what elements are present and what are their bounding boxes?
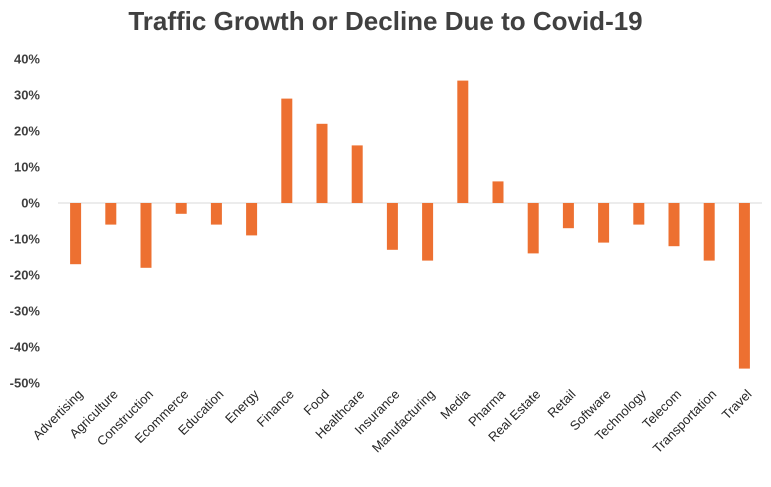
y-tick-label: -10% [10, 232, 41, 247]
x-tick-label: Travel [719, 386, 755, 422]
x-axis-category-labels: AdvertisingAgricultureConstructionEcomme… [30, 386, 755, 456]
bar-transportation [703, 203, 715, 261]
bar-education [210, 203, 222, 225]
x-tick-label: Transportation [650, 387, 720, 457]
bar-software [598, 203, 610, 243]
bar-finance [281, 98, 293, 203]
bar-retail [562, 203, 574, 229]
bar-insurance [386, 203, 398, 250]
y-tick-label: -50% [10, 376, 41, 391]
bar-energy [246, 203, 258, 236]
bar-technology [633, 203, 645, 225]
y-tick-label: 20% [14, 124, 40, 139]
y-tick-label: 0% [21, 196, 40, 211]
bar-pharma [492, 181, 504, 203]
y-tick-label: 10% [14, 160, 40, 175]
bar-advertising [70, 203, 82, 265]
bar-ecommerce [175, 203, 187, 214]
bar-series [70, 80, 750, 369]
x-tick-label: Manufacturing [369, 387, 438, 456]
x-tick-label: Food [301, 387, 333, 419]
bar-media [457, 80, 469, 203]
y-tick-label: 40% [14, 52, 40, 67]
chart-title: Traffic Growth or Decline Due to Covid-1… [128, 6, 643, 36]
bar-agriculture [105, 203, 117, 225]
y-tick-label: -40% [10, 340, 41, 355]
y-axis-tick-labels: 40% 30% 20% 10% 0% -10% -20% -30% -40% -50% [10, 52, 41, 391]
bar-telecom [668, 203, 680, 247]
bar-construction [140, 203, 152, 268]
y-tick-label: 30% [14, 88, 40, 103]
bar-manufacturing [422, 203, 434, 261]
y-tick-label: -30% [10, 304, 41, 319]
bar-travel [738, 203, 750, 369]
bar-real-estate [527, 203, 539, 254]
bar-healthcare [351, 145, 363, 203]
y-tick-label: -20% [10, 268, 41, 283]
x-tick-label: Finance [254, 387, 297, 430]
bar-food [316, 123, 328, 203]
